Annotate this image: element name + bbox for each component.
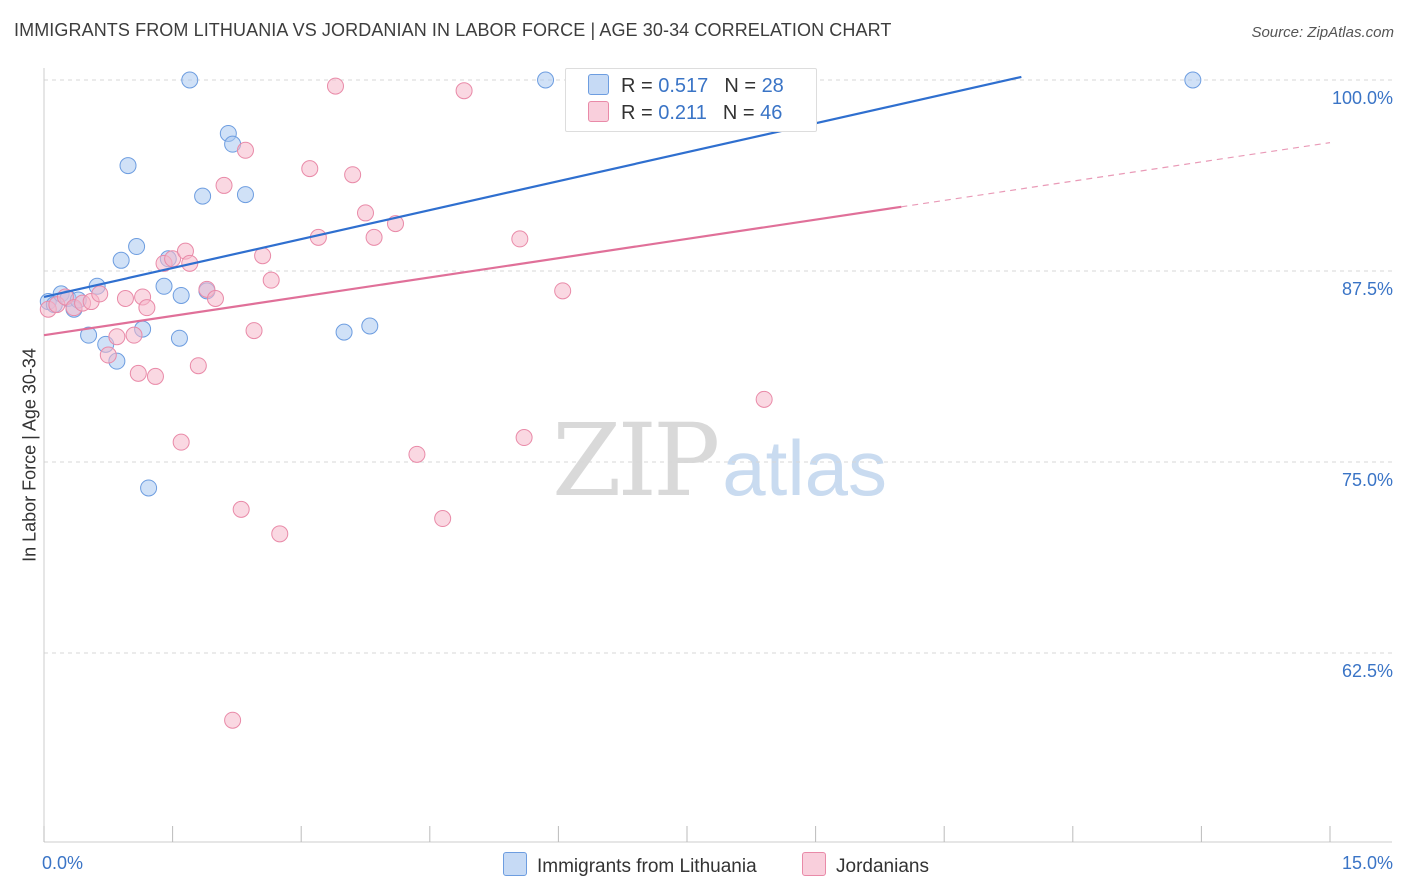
lithuania-point xyxy=(236,186,254,204)
jordanians-point xyxy=(108,328,126,346)
legend-row-lithuania: R = 0.517 N = 28 xyxy=(588,74,784,100)
legend-r-value-lithuania: 0.517 xyxy=(658,75,709,97)
series-legend-jordanians: Jordanians xyxy=(802,852,929,878)
jordanians-point xyxy=(164,250,182,268)
jordanians-point xyxy=(455,82,473,100)
jordanians-point xyxy=(271,525,289,543)
y-tick-label: 87.5% xyxy=(1342,279,1393,299)
jordanians-point xyxy=(215,176,233,194)
lithuania-point xyxy=(80,326,98,344)
jordanians-point xyxy=(232,500,250,518)
lithuania-trend-line xyxy=(43,75,1022,299)
y-axis-label: In Labor Force | Age 30-34 xyxy=(19,348,40,562)
lithuania-point xyxy=(170,329,188,347)
series-name-jordanians: Jordanians xyxy=(836,856,929,877)
y-tick-label: 62.5% xyxy=(1342,661,1393,681)
x-tick-label: 0.0% xyxy=(42,853,83,873)
lithuania-point xyxy=(119,157,137,175)
jordanians-point xyxy=(434,510,452,528)
y-tick-label: 75.0% xyxy=(1342,470,1393,490)
lithuania-point xyxy=(335,323,353,341)
jordanians-trend-line xyxy=(43,205,902,337)
legend-row-jordanians: R = 0.211 N = 46 xyxy=(588,101,782,127)
series-name-lithuania: Immigrants from Lithuania xyxy=(537,856,757,877)
jordanians-point xyxy=(408,445,426,463)
jordanians-point xyxy=(245,322,263,340)
series-legend-lithuania: Immigrants from Lithuania xyxy=(503,852,757,878)
lithuania-point xyxy=(361,317,379,335)
lithuania-point xyxy=(128,238,146,256)
legend-r-label-lithuania: R = xyxy=(621,75,653,97)
jordanians-point xyxy=(554,282,572,300)
lithuania-point xyxy=(140,479,158,497)
legend-swatch-jordanians xyxy=(588,101,609,122)
jordanians-point xyxy=(206,290,224,308)
jordanians-point xyxy=(365,228,383,246)
jordanians-point xyxy=(357,204,374,222)
legend-n-value-lithuania: 28 xyxy=(761,75,784,97)
legend-r-label-jordanians: R = xyxy=(621,102,653,124)
correlation-legend: R = 0.517 N = 28 R = 0.211 N = 46 xyxy=(565,68,817,132)
legend-n-label-lithuania: N = xyxy=(724,75,756,97)
jordanians-point xyxy=(116,290,134,308)
jordanians-point xyxy=(515,429,533,447)
jordanians-point xyxy=(146,367,164,385)
x-tick-label: 15.0% xyxy=(1342,853,1393,873)
jordanians-point xyxy=(344,166,362,184)
lithuania-point xyxy=(1184,71,1202,89)
series-swatch-lithuania xyxy=(503,852,527,876)
jordanians-point xyxy=(301,160,319,178)
series-swatch-jordanians xyxy=(802,852,826,876)
lithuania-point xyxy=(537,71,555,89)
lithuania-point xyxy=(112,251,130,269)
jordanians-point xyxy=(326,77,344,95)
jordanians-point xyxy=(236,141,254,159)
jordanians-point xyxy=(755,390,773,408)
lithuania-point xyxy=(172,286,190,304)
legend-r-value-jordanians: 0.211 xyxy=(658,102,707,124)
jordanians-point xyxy=(262,271,280,289)
jordanians-point xyxy=(129,364,147,382)
jordanians-point xyxy=(138,299,156,317)
jordanians-point xyxy=(511,230,529,248)
source-label: Source: ZipAtlas.com xyxy=(1251,24,1394,41)
legend-n-label-jordanians: N = xyxy=(722,102,755,124)
legend-swatch-lithuania xyxy=(588,74,609,95)
jordanians-point xyxy=(91,285,109,303)
watermark: ZIPatlas xyxy=(552,402,888,519)
jordanians-point xyxy=(189,357,207,375)
lithuania-point xyxy=(155,277,173,295)
legend-n-value-jordanians: 46 xyxy=(760,102,783,124)
lithuania-point xyxy=(181,71,199,89)
jordanians-trend-line-extension xyxy=(901,142,1331,208)
jordanians-point xyxy=(99,346,117,364)
jordanians-point xyxy=(172,433,190,451)
lithuania-point xyxy=(194,187,212,205)
jordanians-point xyxy=(224,711,242,729)
y-tick-label: 100.0% xyxy=(1332,88,1393,108)
series-legend: Immigrants from Lithuania Jordanians xyxy=(0,850,1406,880)
jordanians-point xyxy=(125,326,143,344)
chart-title: IMMIGRANTS FROM LITHUANIA VS JORDANIAN I… xyxy=(14,20,892,40)
